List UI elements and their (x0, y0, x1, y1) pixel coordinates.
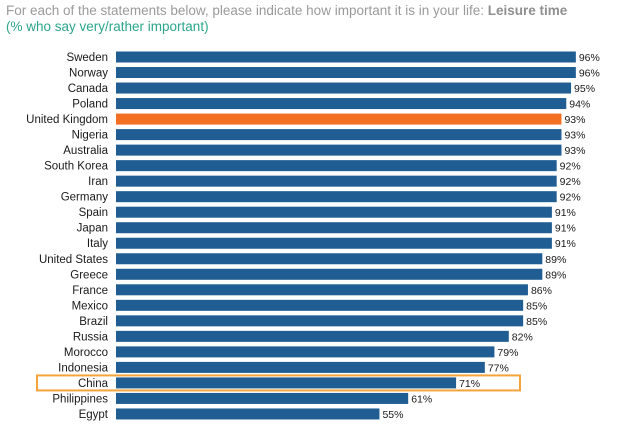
data-label-poland: 94% (569, 99, 590, 111)
title-emphasis: Leisure time (487, 3, 568, 18)
bar-united-states (116, 253, 543, 265)
data-label-spain: 91% (555, 207, 576, 219)
data-label-italy: 91% (555, 238, 576, 250)
data-label-japan: 91% (555, 223, 576, 235)
bar-australia (116, 144, 562, 156)
bar-south-korea (116, 160, 557, 172)
bar-italy (116, 237, 552, 249)
category-label-egypt: Egypt (79, 409, 109, 421)
highlight-box-china (36, 374, 521, 392)
bar-philippines (116, 392, 409, 404)
bar-china (116, 377, 457, 389)
data-label-australia: 93% (564, 145, 585, 157)
category-label-nigeria: Nigeria (72, 130, 109, 142)
data-label-greece: 89% (545, 269, 566, 281)
bar-poland (116, 98, 567, 110)
data-label-egypt: 55% (382, 409, 403, 421)
category-label-australia: Australia (63, 145, 108, 157)
category-label-mexico: Mexico (72, 300, 108, 312)
bar-spain (116, 206, 552, 218)
bar-mexico (116, 299, 524, 311)
category-label-germany: Germany (61, 192, 109, 204)
chart-subtitle: (% who say very/rather important) (6, 19, 209, 34)
bar-france (116, 284, 528, 296)
data-label-brazil: 85% (526, 316, 547, 328)
bar-brazil (116, 315, 524, 327)
bar-russia (116, 330, 509, 342)
chart-header: For each of the statements below, please… (6, 2, 636, 35)
category-label-russia: Russia (73, 331, 109, 343)
data-label-south-korea: 92% (560, 161, 581, 173)
bar-iran (116, 175, 557, 187)
category-label-france: France (72, 285, 108, 297)
category-label-poland: Poland (72, 99, 108, 111)
category-label-spain: Spain (79, 207, 108, 219)
category-label-morocco: Morocco (64, 347, 108, 359)
bar-norway (116, 67, 576, 79)
data-label-france: 86% (531, 285, 552, 297)
category-label-philippines: Philippines (52, 393, 108, 405)
category-label-united-kingdom: United Kingdom (26, 114, 108, 126)
chart-title: For each of the statements below, please… (6, 2, 636, 19)
category-label-indonesia: Indonesia (58, 362, 108, 374)
data-label-iran: 92% (560, 176, 581, 188)
category-label-italy: Italy (87, 238, 108, 250)
data-label-russia: 82% (512, 331, 533, 343)
data-label-nigeria: 93% (564, 130, 585, 142)
category-label-greece: Greece (70, 269, 108, 281)
data-label-mexico: 85% (526, 300, 547, 312)
category-labels: Sweden Norway Canada Poland United Kingdom Ni… (26, 52, 109, 421)
bar-japan (116, 222, 552, 234)
data-label-united-kingdom: 93% (564, 114, 585, 126)
category-label-south-korea: South Korea (44, 161, 109, 173)
data-label-china: 71% (459, 378, 480, 390)
data-labels: 96% 96% 95% 94% 93% 93% 93% 92% 92% 92% 91% 91% 91% 8… (382, 52, 599, 421)
title-prefix: For each of the statements below, please… (6, 3, 488, 18)
category-label-iran: Iran (88, 176, 108, 188)
bar-indonesia (116, 361, 485, 373)
data-label-canada: 95% (574, 83, 595, 95)
bar-egypt (116, 408, 380, 420)
category-label-sweden: Sweden (66, 52, 108, 64)
category-label-canada: Canada (68, 83, 109, 95)
category-label-brazil: Brazil (79, 316, 108, 328)
category-label-united-states: United States (39, 254, 108, 266)
bar-united-kingdom (116, 113, 562, 125)
bar-morocco (116, 346, 495, 358)
category-label-norway: Norway (69, 68, 108, 80)
category-label-china: China (78, 378, 109, 390)
bars-group (116, 51, 576, 420)
bar-nigeria (116, 129, 562, 141)
bar-germany (116, 191, 557, 203)
data-label-germany: 92% (560, 192, 581, 204)
category-label-japan: Japan (77, 223, 108, 235)
data-label-philippines: 61% (411, 393, 432, 405)
data-label-sweden: 96% (579, 52, 600, 64)
data-label-norway: 96% (579, 68, 600, 80)
bar-canada (116, 82, 572, 94)
data-label-morocco: 79% (497, 347, 518, 359)
data-label-united-states: 89% (545, 254, 566, 266)
bar-sweden (116, 51, 576, 63)
data-label-indonesia: 77% (488, 362, 509, 374)
bar-greece (116, 268, 543, 280)
